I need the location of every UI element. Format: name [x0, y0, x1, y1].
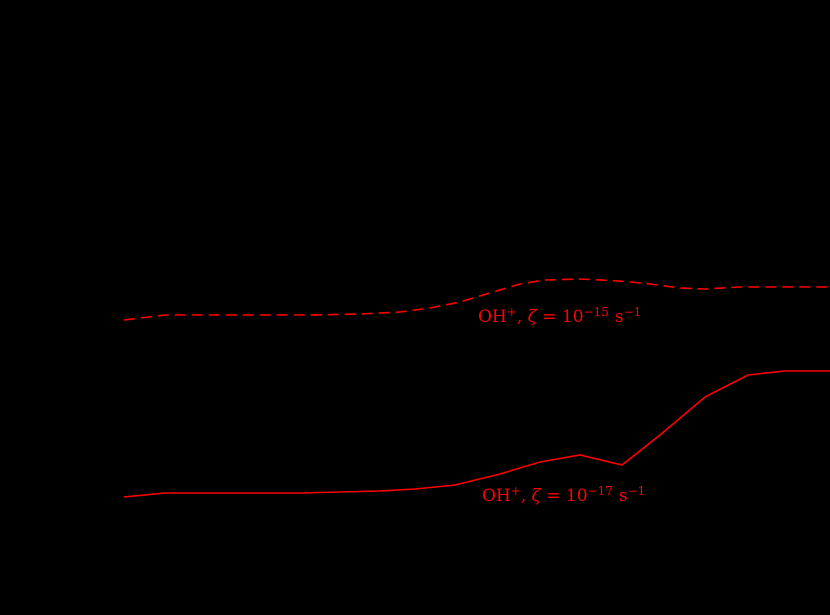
species-label: OH	[482, 486, 511, 506]
zeta-symbol: ζ	[527, 307, 537, 327]
rate-exponent: −17	[587, 484, 613, 498]
separator: ,	[516, 307, 528, 327]
unit-exponent: −1	[623, 305, 642, 319]
rate-unit: s	[614, 307, 624, 327]
equals-sign: =	[536, 307, 562, 327]
annotation-zeta-1e-17: OH+, ζ = 10−17 s−1	[482, 485, 645, 506]
equals-sign: =	[540, 486, 566, 506]
annotation-zeta-1e-15: OH+, ζ = 10−15 s−1	[478, 306, 641, 327]
charge-superscript: +	[510, 484, 521, 498]
rate-base: 10	[561, 307, 584, 327]
charge-superscript: +	[506, 305, 517, 319]
separator: ,	[520, 486, 532, 506]
rate-base: 10	[565, 486, 588, 506]
series-line-zeta-1e-17	[123, 370, 830, 498]
rate-exponent: −15	[583, 305, 609, 319]
unit-exponent: −1	[627, 484, 646, 498]
rate-unit: s	[618, 486, 628, 506]
series-line-zeta-1e-15	[123, 278, 830, 321]
species-label: OH	[478, 307, 507, 327]
zeta-symbol: ζ	[531, 486, 541, 506]
